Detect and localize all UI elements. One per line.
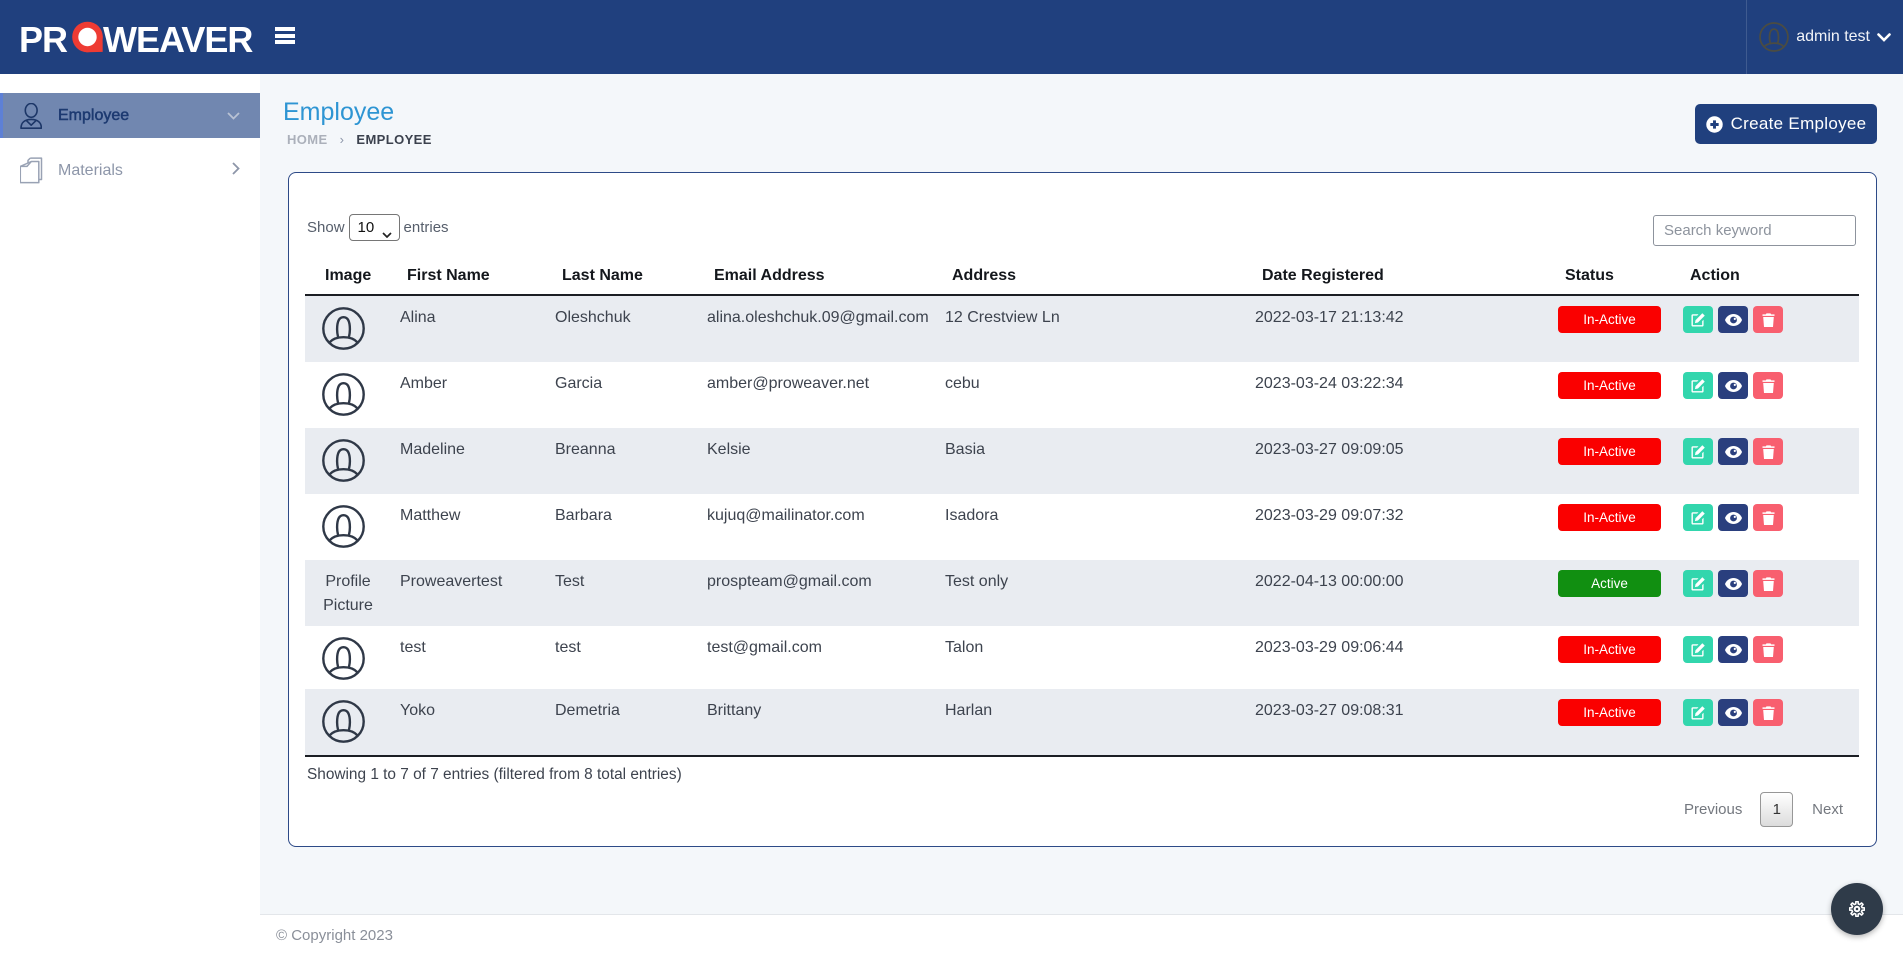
svg-text:WEAVER: WEAVER — [103, 21, 253, 55]
svg-text:PR: PR — [20, 21, 68, 55]
